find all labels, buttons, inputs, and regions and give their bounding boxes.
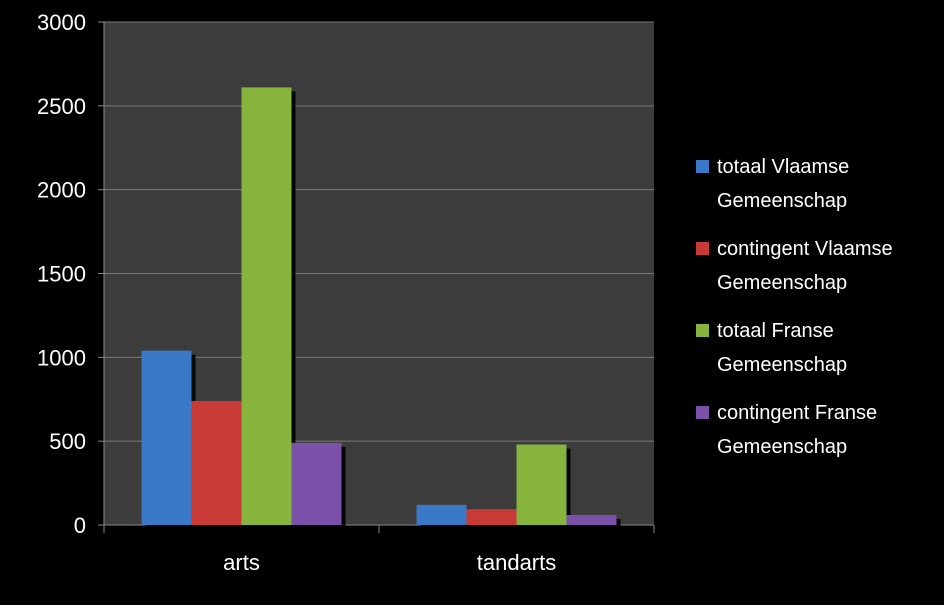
- y-tick-label-1500: 1500: [37, 262, 86, 287]
- legend-swatch: [696, 406, 709, 419]
- bar-arts-series-2: [191, 400, 242, 525]
- x-category-label-tandarts: tandarts: [477, 550, 557, 575]
- bar-arts-series-4: [291, 442, 342, 525]
- legend-label-line-2: Gemeenschap: [717, 354, 847, 376]
- bars: [141, 87, 621, 529]
- y-tick-label-1000: 1000: [37, 345, 86, 370]
- legend-item-totaal-franse: totaal Franse Gemeenschap: [696, 320, 847, 376]
- legend-label-line-1: totaal Vlaamse: [717, 156, 849, 178]
- y-axis-tick-labels: 0 500 1000 1500 2000 2500 3000: [37, 10, 86, 538]
- legend-swatch: [696, 242, 709, 255]
- y-tick-label-2500: 2500: [37, 94, 86, 119]
- legend: totaal Vlaamse Gemeenschap contingent Vl…: [696, 156, 893, 458]
- legend-label-line-1: contingent Franse: [717, 402, 877, 424]
- legend-item-contingent-franse: contingent Franse Gemeenschap: [696, 402, 877, 458]
- legend-swatch: [696, 324, 709, 337]
- x-category-label-arts: arts: [223, 550, 260, 575]
- y-tick-label-2000: 2000: [37, 178, 86, 203]
- legend-label-line-2: Gemeenschap: [717, 436, 847, 458]
- bar-tandarts-series-4: [566, 514, 617, 525]
- x-axis-category-labels: arts tandarts: [223, 550, 556, 575]
- y-tick-label-0: 0: [74, 513, 86, 538]
- legend-label-line-1: totaal Franse: [717, 320, 834, 342]
- y-tick-label-3000: 3000: [37, 10, 86, 35]
- bar-tandarts-series-1: [416, 504, 467, 525]
- bar-tandarts-series-2: [466, 509, 517, 525]
- bar-tandarts-series-3: [516, 444, 567, 525]
- legend-label-line-1: contingent Vlaamse: [717, 238, 893, 260]
- bar-arts-series-3: [241, 87, 292, 525]
- legend-label-line-2: Gemeenschap: [717, 272, 847, 294]
- bar-arts-series-1: [141, 350, 192, 525]
- legend-item-totaal-vlaamse: totaal Vlaamse Gemeenschap: [696, 156, 849, 212]
- y-tick-label-500: 500: [49, 429, 86, 454]
- legend-swatch: [696, 160, 709, 173]
- legend-label-line-2: Gemeenschap: [717, 190, 847, 212]
- legend-item-contingent-vlaamse: contingent Vlaamse Gemeenschap: [696, 238, 893, 294]
